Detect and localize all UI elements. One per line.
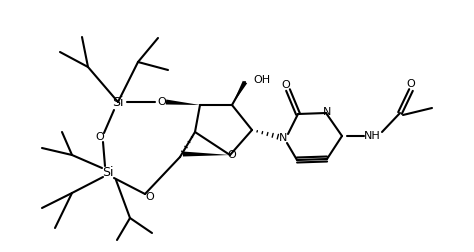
Text: O: O [407, 79, 415, 89]
Text: NH: NH [364, 131, 380, 141]
Polygon shape [166, 100, 200, 105]
Text: O: O [146, 192, 155, 202]
Text: O: O [96, 132, 104, 142]
Text: Si: Si [112, 96, 124, 109]
Text: Si: Si [102, 166, 114, 178]
Polygon shape [183, 151, 230, 156]
Text: N: N [279, 133, 287, 143]
Text: O: O [158, 97, 166, 107]
Text: OH: OH [253, 75, 270, 85]
Polygon shape [232, 81, 247, 105]
Text: O: O [228, 150, 237, 160]
Text: O: O [282, 80, 291, 90]
Text: N: N [323, 107, 331, 117]
